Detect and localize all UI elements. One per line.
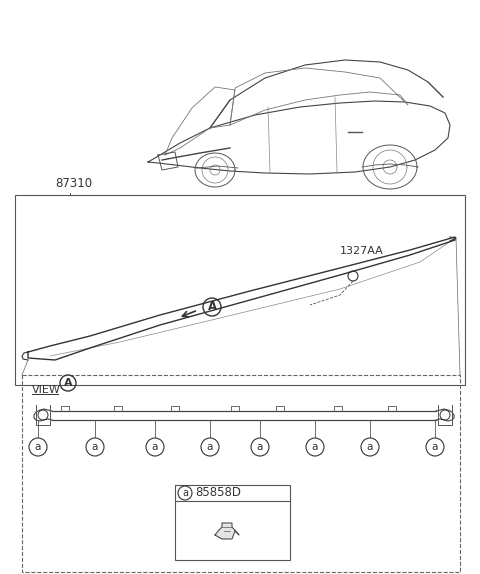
Text: 1327AA: 1327AA [340, 246, 384, 256]
Bar [22, 375, 460, 572]
Text: a: a [257, 442, 263, 452]
Bar [175, 485, 290, 560]
Text: A: A [64, 378, 72, 388]
Text: a: a [207, 442, 213, 452]
Text: a: a [432, 442, 438, 452]
Text: a: a [312, 442, 318, 452]
Text: a: a [367, 442, 373, 452]
Bar [15, 195, 465, 385]
Polygon shape [215, 523, 239, 539]
Text: A: A [207, 301, 216, 313]
Text: a: a [35, 442, 41, 452]
Text: a: a [92, 442, 98, 452]
Text: 85858D: 85858D [195, 487, 241, 499]
Text: a: a [152, 442, 158, 452]
Text: 87310: 87310 [55, 177, 92, 190]
Text: VIEW: VIEW [32, 385, 61, 395]
Text: a: a [182, 488, 188, 498]
